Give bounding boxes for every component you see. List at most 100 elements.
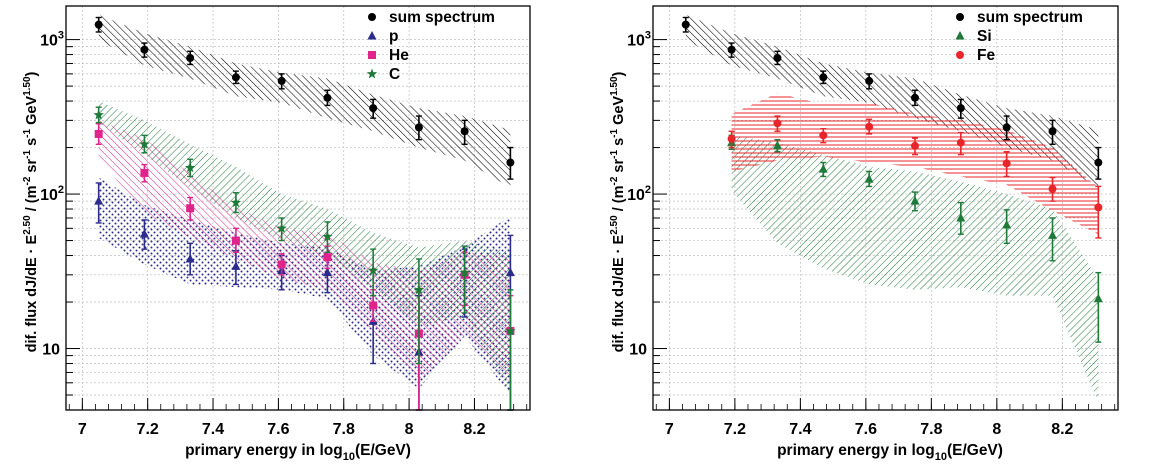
sum-marker-6: [369, 104, 378, 113]
plot-frame-right: [652, 5, 1119, 411]
He-marker-1: [140, 168, 149, 177]
y-axis-label-right: dif. flux dJ/dE · E2.50 / (m-2 sr-1 s-1 …: [609, 71, 627, 352]
sum-marker-8: [1048, 127, 1057, 136]
C-marker-8: [459, 267, 470, 278]
x-tick-label: 7.6: [855, 421, 877, 438]
Fe-marker-6: [1002, 159, 1011, 168]
x-tick-label: 8.2: [463, 421, 485, 438]
sum-marker-7: [1002, 123, 1011, 132]
C-marker-0: [93, 109, 104, 120]
C-marker-6: [367, 265, 379, 275]
plot-frame-left: [65, 5, 531, 411]
x-tick-label: 8.2: [1051, 421, 1073, 438]
y-axis-label-left: dif. flux dJ/dE · E2.50 / (m-2 sr-1 s-1 …: [22, 71, 40, 352]
data-points-right: [681, 16, 1103, 343]
Si-marker-5: [956, 212, 966, 222]
sum-marker-2: [773, 54, 782, 63]
chart-panel-left: 7 7.2 7.4 7.6 7.8 8 8.2 10 102 103 primary energ…: [22, 5, 531, 463]
p-marker-2: [185, 253, 195, 263]
chart-panel-right: 7 7.2 7.4 7.6 7.8 8 8.2 10 102 103 primary energ…: [609, 5, 1119, 463]
C-marker-9: [505, 325, 516, 336]
sum-marker-7: [414, 123, 423, 132]
y-tick-labels-right: 10 102 103: [627, 30, 651, 359]
legend-label-Si: Si: [977, 28, 992, 45]
C-uncertainty-band: [98, 101, 511, 395]
sum-marker-4: [865, 76, 874, 85]
Fe-marker-7: [1048, 184, 1057, 193]
legend-Fe-marker-0: [956, 51, 964, 59]
uncertainty-bands-left: [98, 14, 511, 395]
x-tick-label: 8: [405, 421, 414, 438]
sum-uncertainty-band: [98, 14, 511, 188]
p-marker-5: [322, 267, 332, 277]
sum-marker-1: [140, 45, 149, 54]
legend-sum-marker-0: [956, 13, 964, 21]
x-axis-label-left: primary energy in log10(E/GeV): [185, 442, 411, 463]
axis-ticks-left: [66, 39, 528, 411]
Si-marker-3: [864, 174, 874, 183]
Fe-marker-0: [727, 134, 736, 143]
x-tick-labels-left: 7 7.2 7.4 7.6 7.8 8 8.2: [78, 421, 486, 438]
x-tick-label: 7.2: [724, 421, 746, 438]
He-marker-2: [186, 204, 195, 213]
uncertainty-bands-right: [685, 14, 1099, 403]
legend-label-sum: sum spectrum: [389, 9, 495, 26]
sum-marker-0: [94, 20, 103, 29]
Fe-marker-1: [773, 119, 782, 128]
legend-label-Fe: Fe: [977, 47, 995, 64]
y-tick-label: 103: [627, 30, 651, 50]
legend-left: sum spectrum p He C: [366, 9, 495, 83]
Fe-marker-8: [1094, 203, 1103, 212]
sum-marker-1: [727, 45, 736, 54]
He-marker-6: [369, 301, 378, 310]
x-tick-label: 7.4: [202, 421, 224, 438]
legend-sum-marker-0: [368, 13, 376, 21]
legend-C-marker-0: [366, 68, 378, 79]
Si-marker-4: [910, 196, 920, 205]
C-marker-7: [413, 284, 425, 295]
sum-marker-3: [231, 73, 240, 82]
sum-marker-2: [186, 54, 195, 63]
sum-marker-9: [1094, 158, 1103, 167]
x-tick-labels-right: 7 7.2 7.4 7.6 7.8 8 8.2: [665, 421, 1074, 438]
x-axis-label-right: primary energy in log10(E/GeV): [777, 442, 1003, 463]
Fe-marker-2: [819, 131, 828, 140]
legend-He-marker-0: [368, 51, 376, 59]
x-tick-label: 7.6: [267, 421, 289, 438]
y-tick-label: 102: [40, 184, 64, 204]
Fe-marker-3: [865, 122, 874, 131]
y-tick-labels-left: 10 102 103: [40, 30, 64, 359]
sum-marker-6: [956, 104, 965, 113]
p-marker-9: [505, 267, 515, 277]
legend-Si-marker-0: [955, 31, 965, 40]
legend-label-C: C: [389, 66, 400, 83]
Fe-marker-4: [910, 141, 919, 150]
x-tick-label: 7.4: [789, 421, 811, 438]
p-marker-3: [231, 261, 241, 270]
x-tick-label: 7.8: [333, 421, 355, 438]
He-marker-0: [94, 129, 103, 138]
He-marker-5: [323, 253, 332, 262]
x-tick-label: 8: [992, 421, 1001, 438]
C-marker-2: [184, 162, 196, 173]
C-marker-4: [276, 222, 287, 233]
Si-marker-8: [1093, 293, 1103, 303]
Si-marker-1: [772, 140, 782, 150]
sum-marker-4: [277, 76, 286, 85]
Si-marker-2: [818, 164, 828, 173]
He-marker-4: [277, 260, 286, 269]
Si-marker-6: [1002, 220, 1012, 229]
legend-right: sum spectrum Si Fe: [955, 9, 1083, 64]
C-marker-3: [230, 197, 242, 208]
sum-marker-8: [460, 127, 469, 136]
Fe-marker-5: [956, 138, 965, 147]
He-marker-3: [231, 236, 240, 245]
legend-label-He: He: [389, 47, 409, 64]
y-tick-label: 103: [40, 30, 64, 50]
sum-marker-5: [910, 93, 919, 102]
p-marker-1: [139, 229, 149, 238]
axis-ticks-right: [653, 39, 1116, 411]
p-marker-0: [94, 196, 104, 205]
Si-uncertainty-band: [731, 135, 1099, 403]
legend-label-p: p: [389, 28, 398, 45]
